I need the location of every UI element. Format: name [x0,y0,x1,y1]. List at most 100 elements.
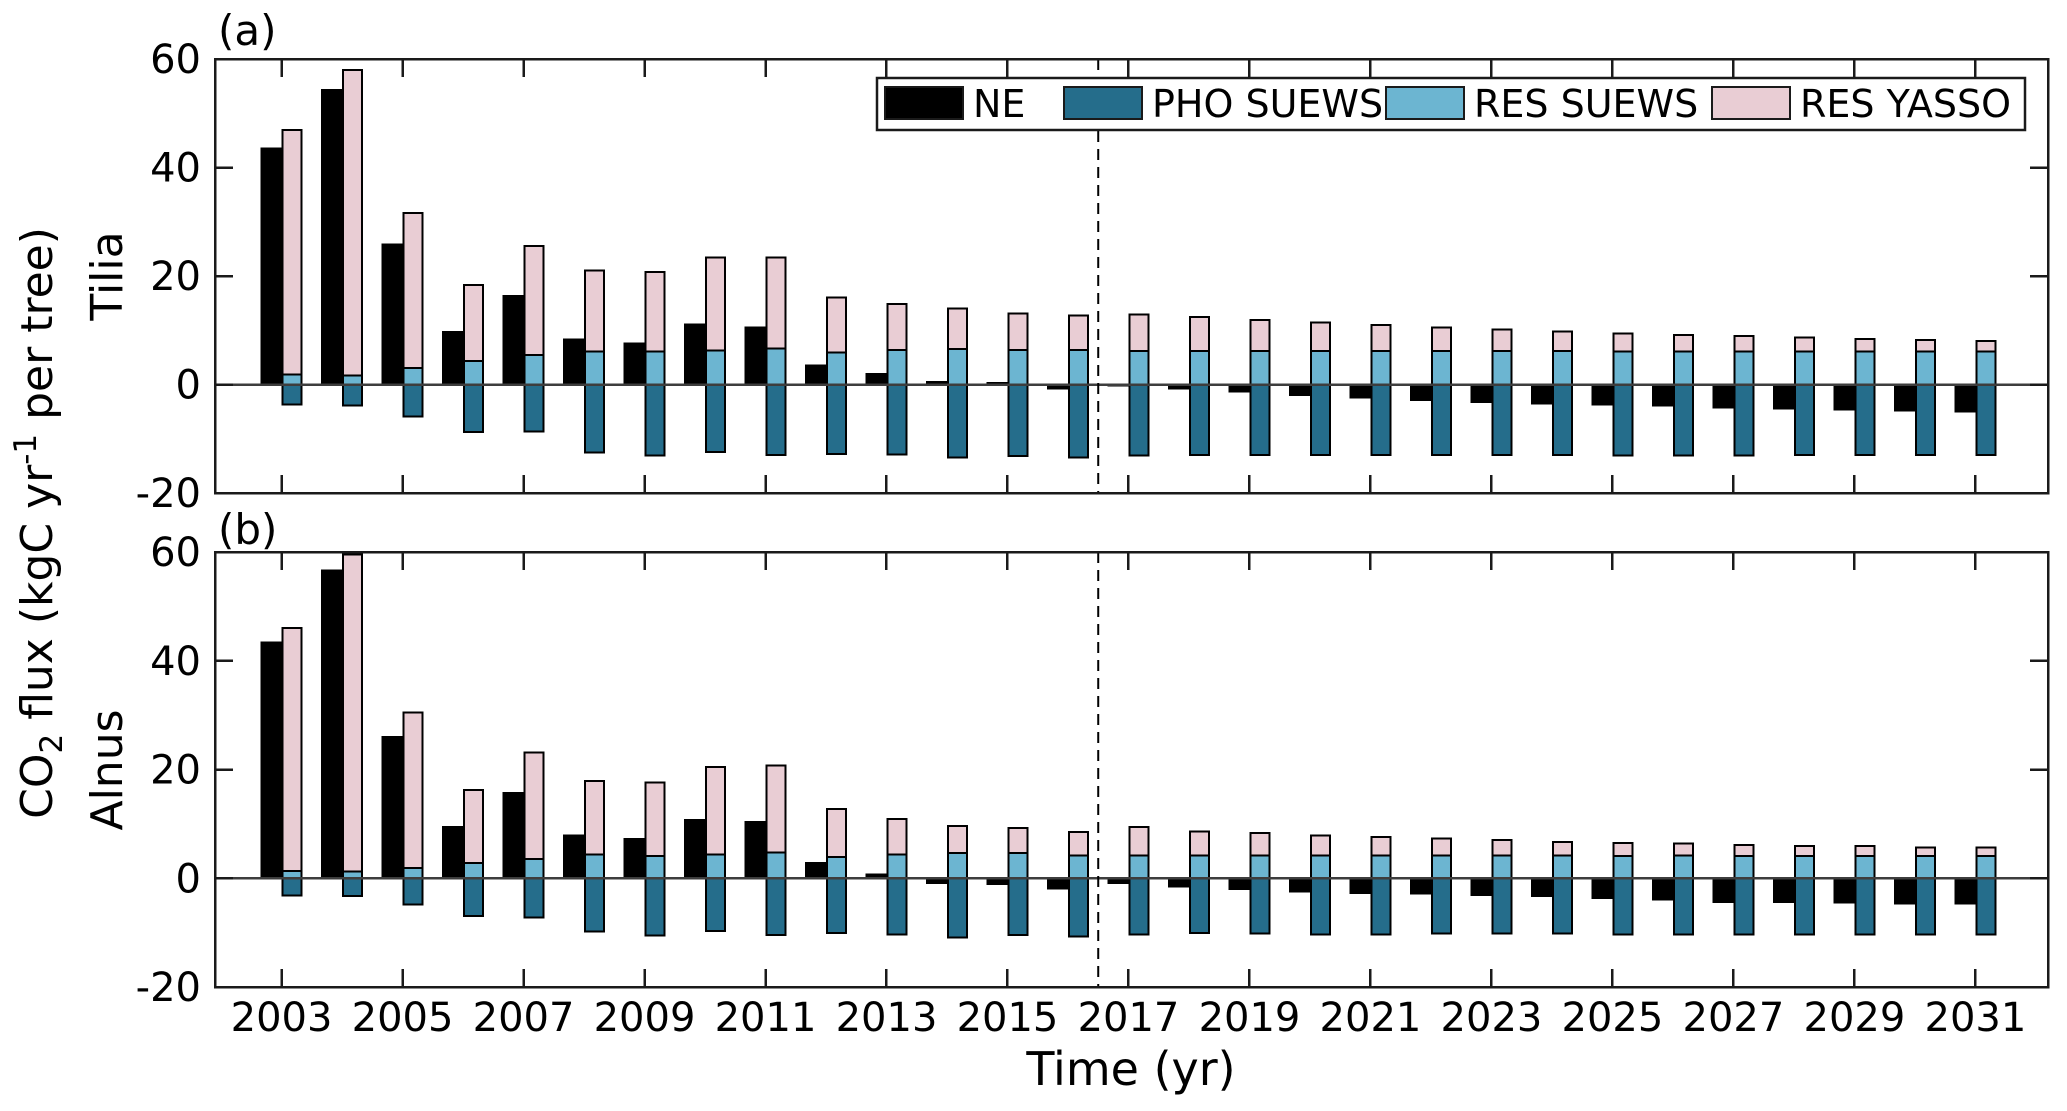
bar-pho-suews-2017 [1128,383,1150,457]
bar-res-yasso-2023 [1491,328,1513,352]
panel-b: 2003 2005 2007 2009 2011 2013 2015 2017 2019 2021… [136,530,2050,1041]
y-tick-label: 60 [150,37,201,83]
bar-res-yasso-2010 [705,765,727,856]
bar-res-suews-2019 [1249,349,1271,386]
bar-res-yasso-2019 [1249,832,1271,857]
bar-res-suews-2016 [1067,854,1089,880]
bar-res-suews-2017 [1128,854,1150,880]
bar-res-yasso-2028 [1793,845,1815,857]
bar-res-suews-2023 [1491,349,1513,386]
bar-pho-suews-2006 [463,383,485,434]
bar-res-suews-2026 [1672,854,1694,880]
bar-pho-suews-2014 [946,877,968,939]
bar-res-yasso-2027 [1733,335,1755,353]
bar-res-yasso-2020 [1309,834,1331,857]
bar-res-yasso-2023 [1491,839,1513,857]
bar-pho-suews-2007 [523,877,545,919]
bar-res-yasso-2011 [765,256,787,350]
bar-res-suews-2014 [946,852,968,880]
bar-res-suews-2024 [1551,854,1573,880]
bar-res-yasso-2009 [644,271,666,353]
bar-res-yasso-2030 [1914,339,1936,353]
bar-res-suews-2031 [1975,350,1997,386]
bar-res-yasso-2007 [523,751,545,861]
bar-ne-2019 [1228,877,1250,891]
bar-pho-suews-2014 [946,383,968,459]
y-tick-label: 20 [150,748,201,794]
bar-res-suews-2031 [1975,854,1997,880]
bar-res-suews-2018 [1188,349,1210,386]
bar-res-suews-2030 [1914,350,1936,386]
bar-res-suews-2017 [1128,349,1150,386]
bar-pho-suews-2010 [705,877,727,932]
bar-pho-suews-2016 [1067,383,1089,459]
bar-pho-suews-2003 [281,383,303,406]
x-tick-label: 2019 [1199,995,1301,1041]
bar-pho-suews-2020 [1309,383,1331,457]
bar-res-yasso-2015 [1007,827,1029,855]
bar-ne-2011 [744,326,766,386]
bar-res-yasso-2014 [946,307,968,351]
bar-res-yasso-2009 [644,781,666,857]
bar-ne-2005 [381,735,403,880]
bar-pho-suews-2008 [584,383,606,454]
bar-res-yasso-2017 [1128,313,1150,352]
bar-res-yasso-2017 [1128,826,1150,857]
legend-swatch-res-yasso [1711,86,1791,120]
bar-ne-2004 [321,569,343,880]
bar-ne-2028 [1772,383,1794,410]
bar-res-suews-2013 [886,348,908,386]
bar-res-yasso-2011 [765,764,787,854]
bar-ne-2025 [1591,877,1613,899]
bar-ne-2031 [1954,877,1976,905]
bar-ne-2011 [744,821,766,880]
bar-ne-2026 [1651,877,1673,901]
y-tick-label: 0 [176,856,201,902]
bar-ne-2007 [502,295,524,386]
y-tick-label: 0 [176,363,201,409]
bar-res-yasso-2005 [402,711,424,869]
x-tick-label: 2029 [1804,995,1906,1041]
legend-swatch-res-suews [1385,86,1465,120]
bar-res-suews-2014 [946,348,968,386]
y-tick-label: -20 [136,471,201,517]
bar-pho-suews-2027 [1733,383,1755,457]
bar-res-suews-2013 [886,853,908,880]
bar-res-suews-2009 [644,854,666,880]
x-axis-label: Time (yr) [1025,1042,1235,1096]
bar-res-suews-2011 [765,851,787,880]
y-tick-label: -20 [136,965,201,1011]
bar-res-suews-2005 [402,367,424,386]
x-tick-label: 2005 [352,995,454,1041]
bar-ne-2009 [623,838,645,880]
legend-label-res-suews: RES SUEWS [1474,82,1698,126]
bar-pho-suews-2004 [342,383,364,407]
x-tick-label: 2009 [594,995,696,1041]
bar-ne-2027 [1712,877,1734,904]
x-tick-label: 2007 [473,995,575,1041]
y-tick-label: 20 [150,254,201,300]
legend-swatch-ne [884,86,964,120]
x-tick-label: 2017 [1078,995,1180,1041]
bar-ne-2028 [1772,877,1794,904]
bar-pho-suews-2020 [1309,877,1331,936]
legend: NE PHO SUEWS RES SUEWS RES YASSO [875,76,2027,132]
bar-res-suews-2011 [765,347,787,386]
bar-pho-suews-2018 [1188,383,1210,457]
bar-res-suews-2008 [584,853,606,880]
x-tick-label: 2025 [1562,995,1664,1041]
x-tick-label: 2021 [1320,995,1422,1041]
bar-ne-2008 [563,338,585,386]
bar-res-yasso-2024 [1551,330,1573,352]
bar-res-yasso-2003 [281,129,303,376]
bar-res-yasso-2020 [1309,321,1331,352]
bar-res-suews-2027 [1733,350,1755,386]
bar-res-suews-2021 [1370,349,1392,386]
bar-res-yasso-2013 [886,303,908,351]
bar-res-yasso-2005 [402,212,424,370]
bar-ne-2021 [1349,877,1371,894]
panel-a-species-label: Tilia [82,231,133,321]
bar-pho-suews-2006 [463,877,485,917]
bar-ne-2012 [805,862,826,880]
